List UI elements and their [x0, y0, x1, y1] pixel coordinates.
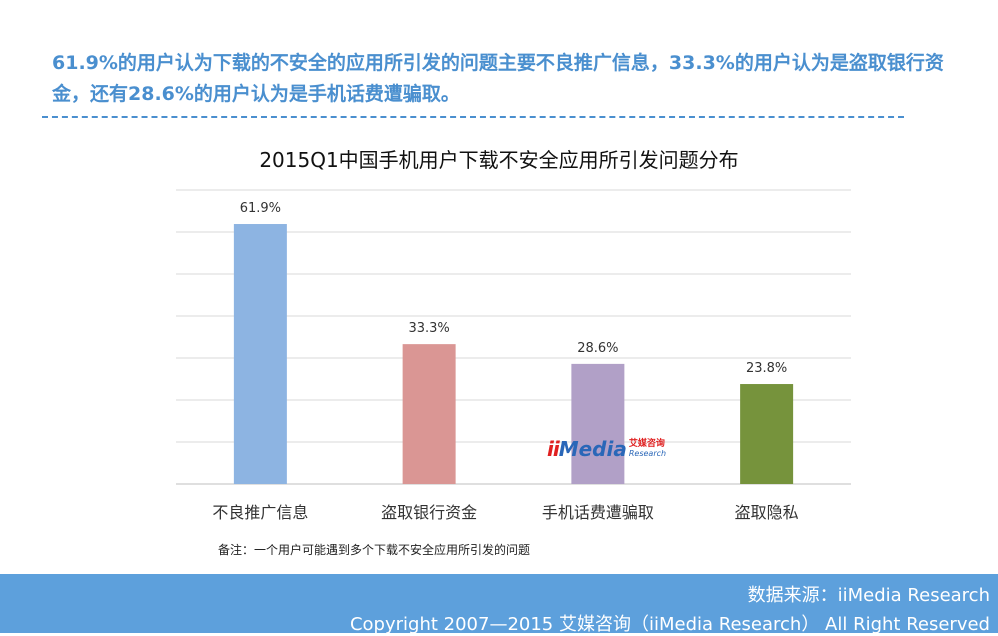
- footer-bar: 数据来源：iiMedia Research Copyright 2007—201…: [0, 574, 998, 635]
- headline-summary: 61.9%的用户认为下载的不安全的应用所引发的问题主要不良推广信息，33.3%的…: [52, 52, 944, 105]
- copyright: Copyright 2007—2015 艾媒咨询（iiMedia Researc…: [349, 614, 990, 635]
- bar-chart: 61.9% 33.3% 28.6% 23.8% 不良推广信息 盗取银行资金 手机话费遭骗取…: [176, 189, 851, 522]
- watermark-en: Research: [628, 449, 667, 458]
- category-label: 盗取银行资金: [381, 503, 477, 522]
- bar-value-label: 61.9%: [240, 201, 281, 216]
- watermark-media: Media: [558, 437, 627, 461]
- bar-1: [233, 224, 287, 484]
- category-label: 不良推广信息: [212, 503, 308, 522]
- watermark-brand: ii: [547, 437, 560, 461]
- chart-note: 备注：一个用户可能遇到多个下载不安全应用所引发的问题: [218, 543, 531, 557]
- dashed-divider: [42, 116, 904, 118]
- category-label: 盗取隐私: [735, 503, 799, 522]
- bar-value-label: 28.6%: [577, 341, 618, 356]
- chart-title: 2015Q1中国手机用户下载不安全应用所引发问题分布: [259, 148, 739, 172]
- data-source: 数据来源：iiMedia Research: [747, 585, 990, 606]
- chart-category-labels: 不良推广信息 盗取银行资金 手机话费遭骗取 盗取隐私: [212, 503, 798, 522]
- bar-value-label: 33.3%: [408, 321, 449, 336]
- bar-value-label: 23.8%: [746, 361, 787, 376]
- bar-3: [571, 363, 625, 484]
- chart-bars: [233, 224, 794, 484]
- chart-gridlines: [176, 189, 851, 485]
- bar-2: [402, 344, 456, 484]
- watermark-side: 艾媒咨询 Research: [629, 439, 666, 459]
- watermark-cn: 艾媒咨询: [628, 439, 665, 449]
- iimedia-watermark-logo: ii Media 艾媒咨询 Research: [547, 437, 666, 461]
- chart-value-labels: 61.9% 33.3% 28.6% 23.8%: [240, 201, 788, 376]
- bar-4: [740, 384, 794, 484]
- category-label: 手机话费遭骗取: [542, 503, 654, 522]
